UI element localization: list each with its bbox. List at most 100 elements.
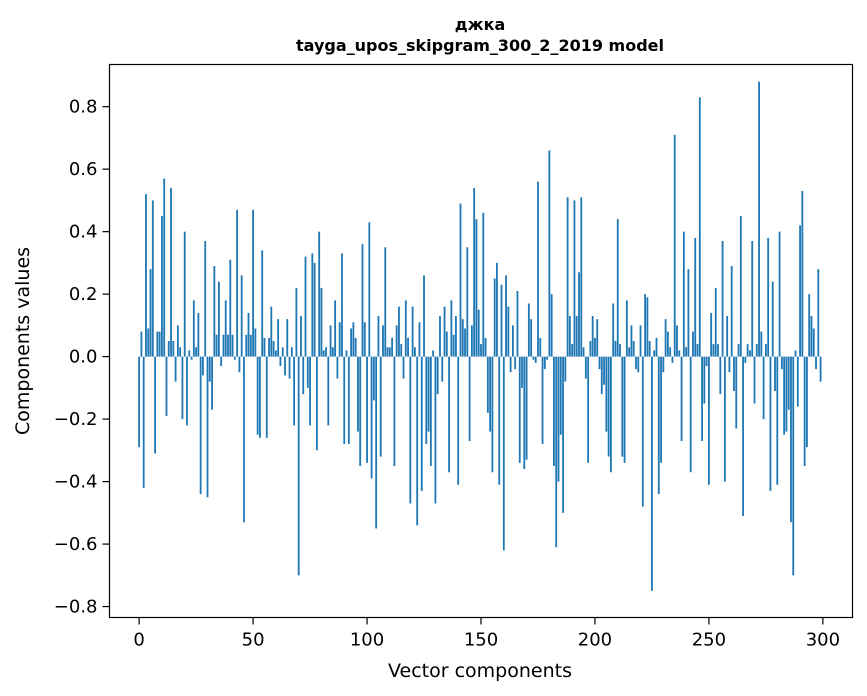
bar bbox=[195, 347, 198, 357]
bar bbox=[678, 350, 681, 357]
bar bbox=[165, 356, 168, 416]
y-tick-label: 0.4 bbox=[69, 222, 98, 243]
bar bbox=[769, 356, 772, 491]
bar bbox=[350, 328, 352, 357]
bar bbox=[188, 350, 191, 357]
x-tick-label: 250 bbox=[692, 630, 726, 651]
bar bbox=[666, 331, 669, 357]
bar bbox=[639, 325, 642, 357]
bar bbox=[413, 347, 416, 357]
bar bbox=[555, 356, 558, 548]
bar bbox=[509, 356, 512, 373]
bar bbox=[398, 306, 400, 357]
bar bbox=[717, 344, 719, 357]
bar bbox=[252, 209, 254, 357]
bar bbox=[208, 356, 211, 382]
bar bbox=[459, 203, 462, 357]
bar bbox=[546, 356, 548, 360]
bar bbox=[516, 291, 519, 357]
bar bbox=[621, 356, 624, 457]
bar bbox=[655, 337, 658, 357]
bar bbox=[557, 356, 560, 482]
bar bbox=[297, 356, 300, 576]
bar bbox=[213, 266, 216, 357]
bar bbox=[532, 356, 535, 360]
bar bbox=[259, 356, 261, 438]
bar bbox=[286, 319, 289, 357]
bar bbox=[749, 350, 751, 357]
bar bbox=[744, 356, 747, 363]
bar bbox=[249, 334, 252, 357]
bar bbox=[619, 344, 621, 357]
bar bbox=[605, 356, 608, 432]
bar bbox=[140, 331, 143, 357]
bar bbox=[500, 284, 503, 357]
bar bbox=[584, 356, 587, 379]
bar bbox=[384, 247, 387, 357]
bar bbox=[281, 347, 284, 357]
y-tick-label: 0.8 bbox=[69, 97, 98, 118]
bar bbox=[279, 356, 282, 366]
bar bbox=[489, 356, 492, 432]
bar bbox=[573, 200, 576, 357]
bar bbox=[290, 347, 293, 357]
bar bbox=[502, 356, 505, 551]
bar bbox=[477, 309, 480, 357]
bar bbox=[796, 356, 799, 407]
bar bbox=[612, 303, 615, 357]
bar bbox=[220, 356, 223, 366]
bar bbox=[801, 191, 804, 357]
bar bbox=[582, 347, 585, 357]
bar bbox=[434, 356, 437, 504]
bar bbox=[439, 316, 441, 357]
bar bbox=[507, 306, 510, 357]
bar bbox=[819, 356, 822, 382]
y-tick-label: −0.8 bbox=[54, 597, 98, 618]
bar bbox=[256, 356, 259, 435]
bar bbox=[445, 331, 448, 357]
bar bbox=[386, 347, 389, 357]
bar bbox=[147, 328, 150, 357]
bar bbox=[179, 347, 182, 357]
bar bbox=[372, 356, 375, 401]
bar bbox=[441, 356, 444, 382]
bar bbox=[455, 316, 457, 357]
bar bbox=[151, 200, 154, 357]
bar bbox=[514, 356, 517, 370]
bar bbox=[710, 312, 713, 357]
bar bbox=[284, 356, 286, 376]
bar bbox=[723, 356, 726, 482]
bar bbox=[161, 216, 163, 357]
bar bbox=[616, 219, 619, 357]
y-tick-label: −0.2 bbox=[54, 409, 98, 430]
bar bbox=[197, 312, 200, 357]
bar bbox=[393, 356, 396, 466]
bar bbox=[236, 209, 239, 357]
bar bbox=[596, 319, 599, 357]
bar bbox=[762, 356, 765, 420]
bar bbox=[172, 341, 175, 357]
chart-subtitle: tayga_upos_skipgram_300_2_2019 model bbox=[296, 36, 664, 55]
bar bbox=[498, 356, 501, 485]
bar bbox=[395, 325, 398, 357]
bar bbox=[812, 328, 815, 357]
bar bbox=[288, 356, 291, 379]
bar bbox=[598, 356, 601, 370]
bar bbox=[518, 356, 521, 463]
bar bbox=[245, 334, 248, 357]
bar bbox=[304, 256, 307, 357]
bar bbox=[589, 341, 592, 357]
bar bbox=[776, 356, 779, 485]
bar bbox=[224, 300, 227, 357]
bar bbox=[309, 356, 311, 426]
bar bbox=[341, 253, 343, 357]
bar bbox=[368, 222, 371, 357]
bar bbox=[199, 356, 202, 495]
bar bbox=[270, 306, 273, 357]
bar bbox=[448, 356, 450, 473]
bar bbox=[322, 350, 325, 357]
bar bbox=[785, 356, 788, 432]
bar bbox=[657, 356, 660, 495]
bar bbox=[742, 356, 745, 516]
